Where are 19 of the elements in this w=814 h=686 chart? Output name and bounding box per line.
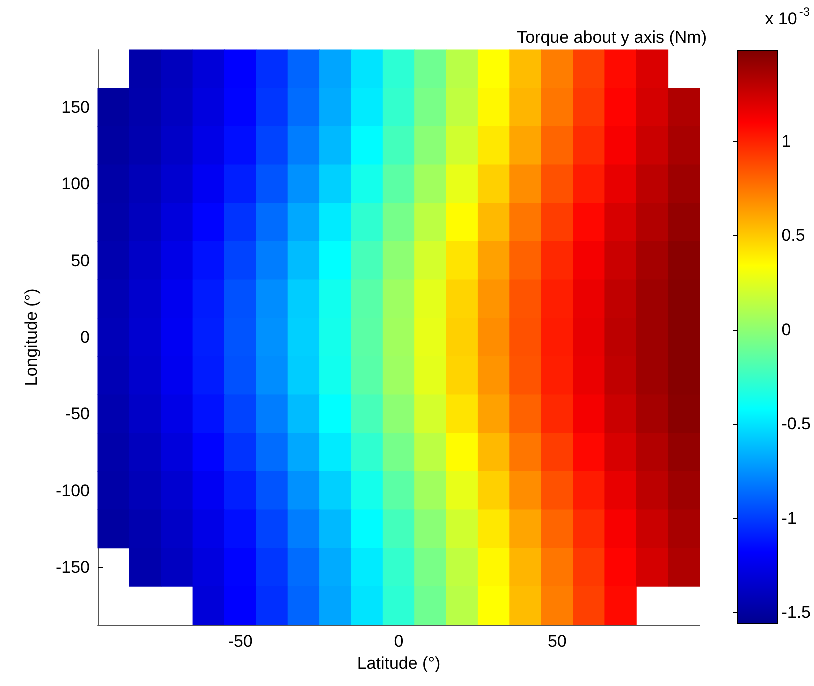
x-tick-label: 0 — [394, 632, 404, 651]
x-axis-title: Latitude (°) — [357, 654, 441, 673]
color-bar-label: 1 — [782, 132, 792, 151]
y-tick-label: 150 — [62, 98, 90, 117]
y-tick-label: 50 — [71, 251, 90, 270]
y-tick-label: 0 — [80, 328, 90, 347]
x-tick-label: 50 — [548, 632, 567, 651]
y-tick-label: -150 — [56, 558, 90, 577]
y-tick-label: -50 — [65, 404, 90, 424]
y-axis-title: Longitude (°) — [22, 288, 41, 386]
color-bar-label: -0.5 — [782, 414, 812, 434]
y-tick-label: -100 — [56, 481, 90, 500]
y-tick-label: 100 — [62, 174, 90, 194]
color-bar-label: -1 — [782, 508, 797, 528]
x-tick-label: -50 — [228, 632, 253, 651]
chart-title: Torque about y axis (Nm) — [517, 28, 707, 47]
color-bar-label: 0 — [782, 320, 792, 340]
color-bar-label: 0.5 — [782, 226, 806, 246]
color-bar-label: -1.5 — [782, 603, 812, 622]
